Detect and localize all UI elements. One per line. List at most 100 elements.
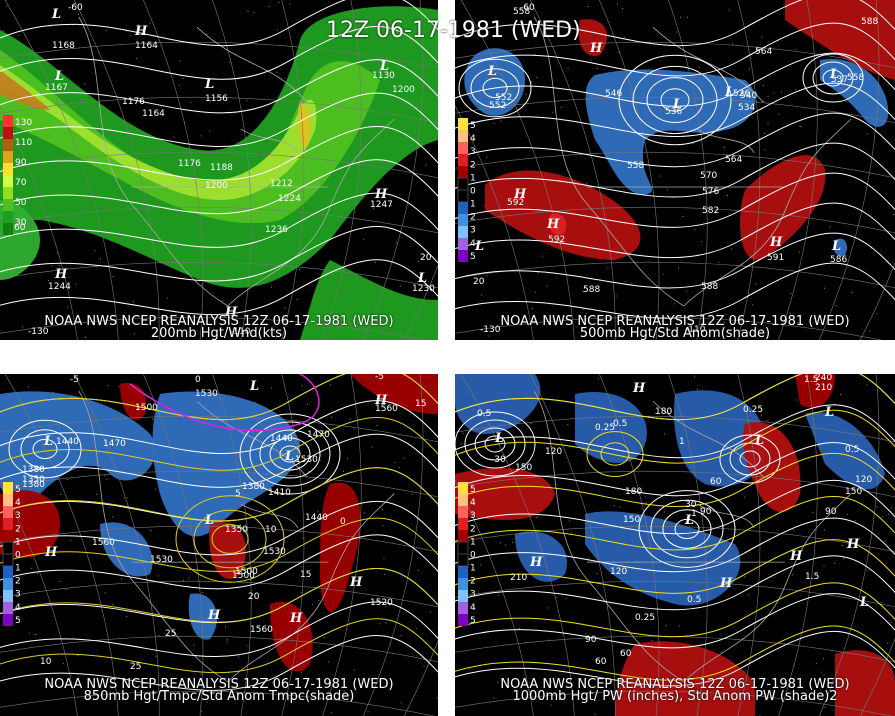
colorbar-swatch (458, 154, 468, 166)
temp-label: 25 (165, 629, 176, 639)
pressure-center: H (374, 393, 388, 408)
contour-label: 90 (825, 507, 837, 517)
colorbar-label: 1 (470, 564, 476, 574)
contour-label: 90 (700, 507, 712, 517)
contour-label: 210 (510, 573, 527, 583)
colorbar-swatch (458, 602, 468, 614)
pressure-center: L (54, 69, 64, 84)
panel-500mb-title: NOAA NWS NCEP REANALYSIS 12Z 06-17-1981 … (455, 315, 895, 340)
contour-label: 552 (489, 101, 506, 111)
contour-label: 60 (595, 657, 607, 667)
contour-label: 1224 (278, 194, 301, 204)
colorbar-label: 0 (470, 550, 476, 560)
contour-label: 558 (847, 73, 864, 83)
contour-label: 120 (855, 475, 872, 485)
colorbar-swatch (3, 506, 13, 518)
contour-label: 1236 (265, 225, 288, 235)
temp-label: 20 (248, 592, 260, 602)
anom-neg-ne (805, 412, 885, 490)
colorbar-swatch (457, 189, 469, 203)
pressure-center: L (43, 434, 53, 449)
contour-label: 1520 (370, 598, 393, 608)
pw-label: 0.5 (687, 595, 701, 605)
colorbar-label: 4 (15, 603, 21, 613)
coastlines (533, 390, 852, 683)
colorbar-label: 0 (470, 186, 476, 196)
panel-200mb-title-line2: 200mb Hgt/Wnd(kts) (150, 326, 288, 340)
anom-pos-ne (350, 374, 438, 414)
pw-loops-north (586, 431, 644, 477)
contour-label: 1350 (22, 475, 45, 485)
contour-label: 1247 (370, 200, 393, 210)
contour-label: 564 (725, 155, 742, 165)
contour-label: 1380 (242, 482, 265, 492)
colorbar-500mb: 5 4 3 2 1 0 1 2 3 4 5 (457, 118, 476, 262)
colorbar-label: 110 (15, 138, 32, 148)
pressure-center: H (513, 187, 527, 202)
pw-label: 0.25 (635, 613, 655, 623)
pressure-center: L (51, 7, 61, 22)
contour-label: 150 (623, 515, 640, 525)
colorbar-swatch (458, 130, 468, 142)
contour-label: 592 (507, 198, 524, 208)
contour-label: 30 (685, 500, 697, 510)
pressure-center: H (134, 24, 148, 39)
pressure-center: H (546, 217, 560, 232)
contour-label: 591 (767, 253, 784, 263)
contour-label: 1350 (225, 525, 248, 535)
contour-label: 540 (740, 91, 757, 101)
colorbar-label: 5 (15, 485, 21, 495)
anom-pos-ne (785, 0, 895, 80)
colorbar-swatch (3, 566, 13, 578)
contour-label: 120 (545, 447, 562, 457)
colorbar-swatch (458, 494, 468, 506)
panel-850mb-title-line2: 850mb Hgt/Tmpc/Std Anom Tmpc(shade) (83, 689, 355, 704)
anom-pos-se (270, 602, 313, 672)
colorbar-swatch (458, 482, 468, 494)
temp-label: 0 (340, 517, 346, 527)
anom-pos-west (0, 490, 60, 558)
contour-label: 180 (625, 487, 642, 497)
colorbar-swatch (3, 494, 13, 506)
low-loops-central (618, 54, 732, 146)
contour-label: 1530 (195, 389, 218, 399)
colorbar-label: 2 (15, 577, 21, 587)
contour-label: 1500 (135, 403, 158, 413)
contour-label: 558 (513, 7, 530, 17)
contour-label: 1560 (92, 538, 115, 548)
pressure-center: L (379, 59, 389, 74)
colorbar-swatch (458, 166, 468, 178)
panel-850mb: 5 4 3 2 1 0 1 2 3 4 5 1440 1470 1500 1530 1380 1410 1440 1… (0, 374, 438, 716)
colorbar-swatch (3, 590, 13, 602)
anom-pos-se (740, 155, 826, 261)
pressure-center: L (831, 239, 841, 254)
temp-loops (175, 495, 285, 583)
colorbar-label: 1 (470, 173, 476, 183)
colorbar-swatch (3, 115, 13, 127)
colorbar-swatch (458, 590, 468, 602)
contour-label: 90 (585, 635, 597, 645)
colorbar-swatch (458, 202, 468, 214)
colorbar-swatch (458, 214, 468, 226)
contour-label: 1167 (45, 83, 68, 93)
height-contours (0, 0, 438, 316)
low-loops-nw (458, 58, 532, 118)
pressure-center: H (846, 537, 860, 552)
contour-label: 588 (861, 17, 878, 27)
contour-label: 210 (815, 383, 832, 393)
contour-label: 526 (733, 89, 750, 99)
colorbar-swatch (458, 118, 468, 130)
colorbar-label: 2 (15, 524, 21, 534)
low-loops-nw (455, 411, 536, 477)
contour-label: 1410 (268, 488, 291, 498)
colorbar-label: 90 (15, 158, 27, 168)
contour-label: 1440 (270, 434, 293, 444)
colorbar-label: 3 (470, 226, 476, 236)
pw-contours (455, 374, 895, 681)
contour-label: 1440 (305, 513, 328, 523)
contour-label: 558 (627, 161, 644, 171)
colorbar-swatch (3, 614, 13, 626)
colorbar-swatch (457, 541, 469, 555)
contour-label: 150 (845, 487, 862, 497)
colorbar-label: 4 (470, 239, 476, 249)
